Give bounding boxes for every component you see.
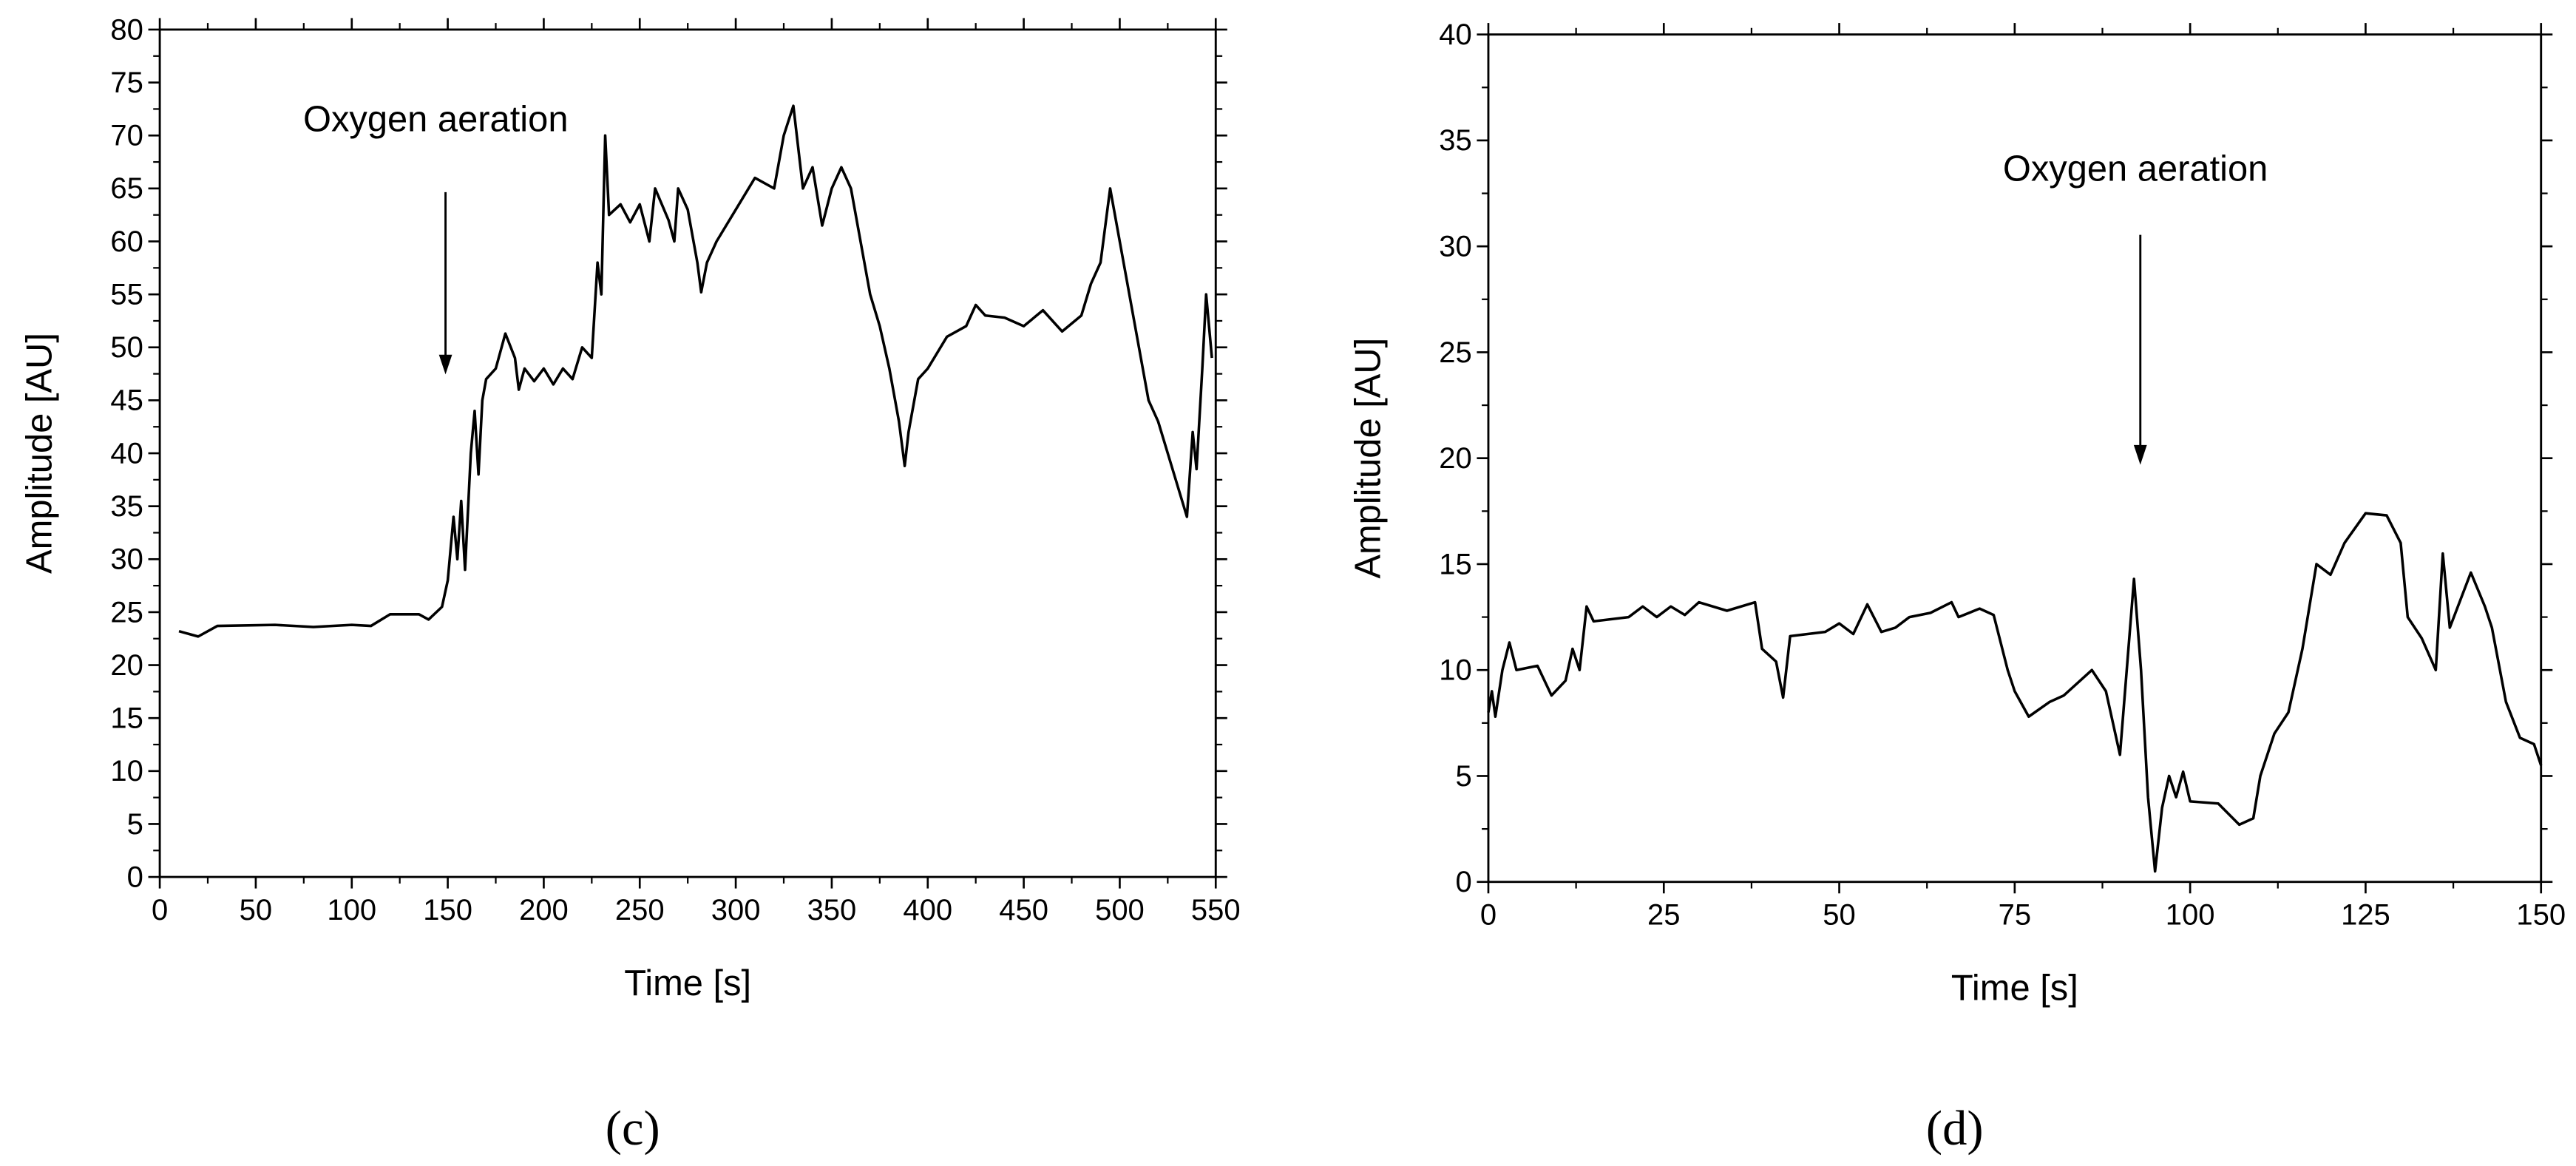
y-tick-label: 30: [1439, 230, 1471, 262]
y-axis-label: Amplitude [AU]: [1348, 338, 1388, 579]
arrow-head: [438, 354, 453, 375]
x-tick-label: 0: [152, 894, 168, 926]
arrow-head: [2133, 444, 2147, 465]
y-tick-label: 30: [110, 543, 143, 576]
caption: (c): [606, 1102, 660, 1156]
y-tick-label: 0: [1456, 866, 1472, 898]
x-tick-label: 100: [2166, 898, 2215, 931]
y-tick-label: 25: [1439, 336, 1471, 369]
x-axis-label: Time [s]: [1951, 969, 2078, 1009]
x-tick-label: 450: [999, 894, 1048, 926]
y-tick-label: 55: [110, 278, 143, 311]
y-tick-label: 10: [1439, 654, 1471, 687]
y-tick-label: 50: [110, 331, 143, 364]
caption: (d): [1926, 1102, 1984, 1156]
y-tick-label: 80: [110, 13, 143, 46]
data-line: [178, 104, 1213, 638]
y-tick-label: 20: [1439, 442, 1471, 475]
y-tick-label: 15: [110, 702, 143, 735]
x-tick-label: 250: [615, 894, 665, 926]
x-tick-label: 0: [1480, 898, 1497, 931]
x-tick-label: 500: [1095, 894, 1145, 926]
y-tick-label: 10: [110, 755, 143, 787]
plot-frame: [158, 28, 1217, 878]
y-tick-label: 5: [127, 808, 143, 841]
y-tick-label: 0: [127, 861, 143, 893]
x-tick-label: 50: [240, 894, 272, 926]
y-tick-label: 60: [110, 226, 143, 258]
x-tick-label: 100: [327, 894, 376, 926]
annotation: Oxygen aeration: [303, 100, 569, 140]
data-line: [1487, 512, 2543, 873]
y-tick-label: 15: [1439, 548, 1471, 580]
x-axis-label: Time [s]: [624, 963, 751, 1003]
y-tick-label: 35: [110, 490, 143, 523]
annotation: Oxygen aeration: [2003, 149, 2268, 189]
y-tick-label: 45: [110, 384, 143, 417]
x-tick-label: 200: [519, 894, 569, 926]
y-tick-label: 65: [110, 172, 143, 205]
y-tick-label: 40: [110, 437, 143, 470]
x-tick-label: 25: [1647, 898, 1680, 931]
x-tick-label: 300: [711, 894, 761, 926]
y-tick-label: 70: [110, 120, 143, 152]
y-tick-label: 40: [1439, 18, 1471, 51]
x-tick-label: 125: [2341, 898, 2390, 931]
y-tick-label: 20: [110, 649, 143, 682]
y-tick-label: 35: [1439, 124, 1471, 157]
y-tick-label: 75: [110, 67, 143, 99]
x-tick-label: 50: [1823, 898, 1855, 931]
x-tick-label: 550: [1191, 894, 1241, 926]
y-tick-label: 25: [110, 596, 143, 628]
x-tick-label: 75: [1999, 898, 2031, 931]
y-tick-label: 5: [1456, 760, 1472, 793]
y-axis-label: Amplitude [AU]: [19, 333, 59, 574]
x-tick-label: 400: [903, 894, 952, 926]
x-tick-label: 150: [2516, 898, 2566, 931]
x-tick-label: 150: [423, 894, 472, 926]
x-tick-label: 350: [807, 894, 857, 926]
